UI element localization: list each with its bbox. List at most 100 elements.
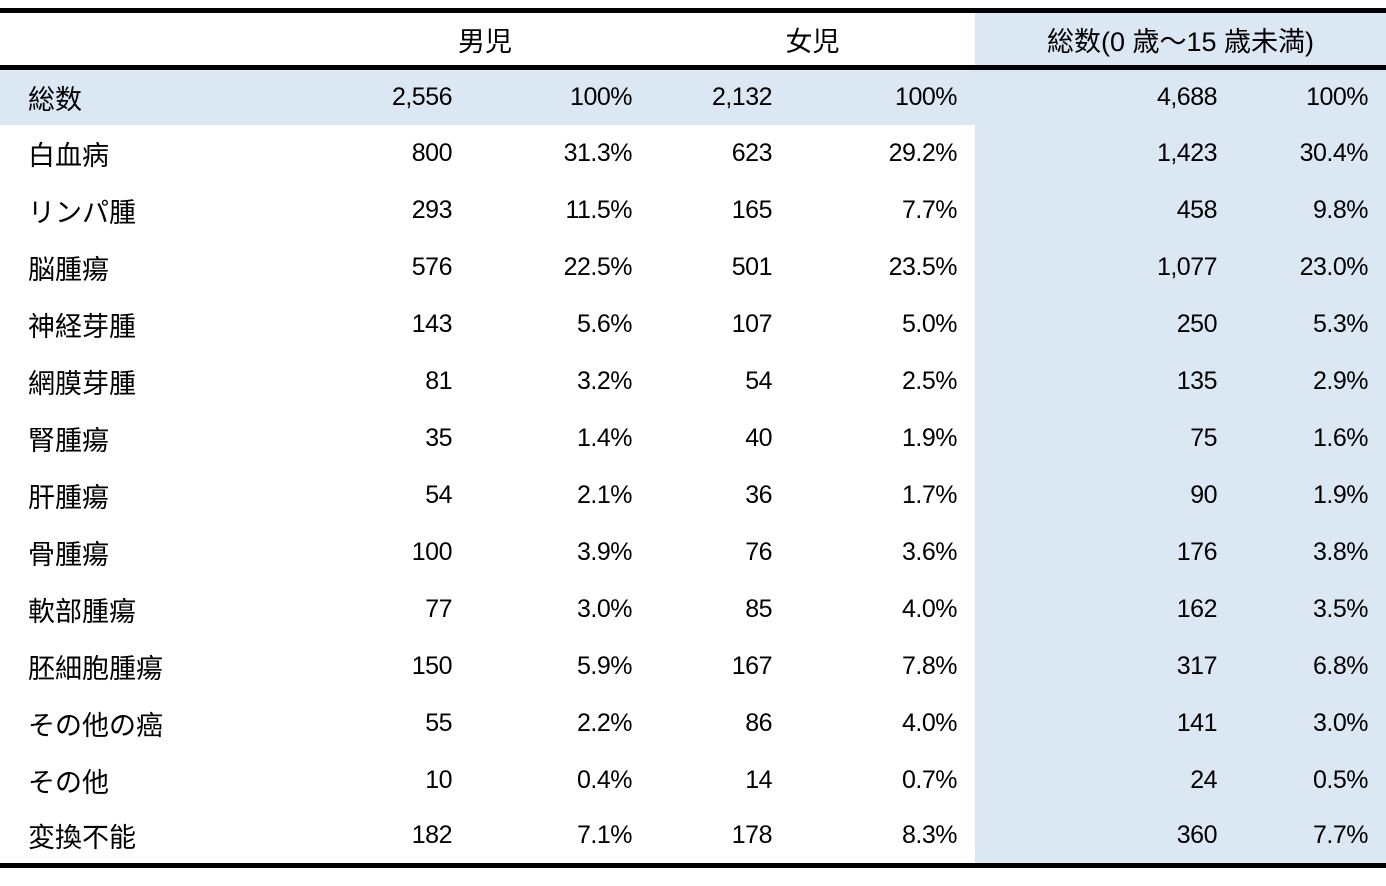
cell-value: 100% xyxy=(1235,67,1386,125)
cell-value: 2.5% xyxy=(902,366,957,395)
cell-value: 1.9% xyxy=(902,423,957,452)
cell-value: 31.3% xyxy=(563,138,633,167)
cell-value: 23.0% xyxy=(1235,238,1386,296)
table-row: 腎腫瘍 35 1.4% 40 1.9% 75 1.6% xyxy=(0,409,1386,467)
cell-value: 100 xyxy=(411,537,453,566)
cell-value: 1.4% xyxy=(577,423,632,452)
table-row: 骨腫瘍 100 3.9% 76 3.6% 176 3.8% xyxy=(0,523,1386,581)
cell-value: 167 xyxy=(731,651,773,680)
row-label: 胚細胞腫瘍 xyxy=(28,653,163,684)
cell-value: 2.2% xyxy=(577,708,632,737)
cell-value: 143 xyxy=(411,309,453,338)
row-label: 脳腫瘍 xyxy=(28,254,109,285)
cell-value: 0.4% xyxy=(577,765,632,794)
cell-value: 86 xyxy=(745,708,772,737)
cell-value: 141 xyxy=(975,694,1235,752)
cell-value: 55 xyxy=(425,708,452,737)
table-row: 肝腫瘍 54 2.1% 36 1.7% 90 1.9% xyxy=(0,466,1386,524)
cell-value: 162 xyxy=(975,580,1235,638)
cell-value: 3.5% xyxy=(1235,580,1386,638)
column-group-boys: 男児 xyxy=(320,10,650,70)
cell-value: 176 xyxy=(975,523,1235,581)
cell-value: 6.8% xyxy=(1235,637,1386,695)
table-row: 軟部腫瘍 77 3.0% 85 4.0% 162 3.5% xyxy=(0,580,1386,638)
column-group-girls: 女児 xyxy=(650,10,975,70)
table-row: 総数 2,556 100% 2,132 100% 4,688 100% xyxy=(0,67,1386,125)
cell-value: 3.2% xyxy=(577,366,632,395)
cell-value: 10 xyxy=(425,765,452,794)
row-label: 軟部腫瘍 xyxy=(28,596,136,627)
cell-value: 458 xyxy=(975,181,1235,239)
cell-value: 293 xyxy=(411,195,453,224)
cell-value: 36 xyxy=(745,480,772,509)
cell-value: 5.6% xyxy=(577,309,632,338)
cell-value: 29.2% xyxy=(888,138,958,167)
cell-value: 2.1% xyxy=(577,480,632,509)
cell-value: 3.8% xyxy=(1235,523,1386,581)
cell-value: 3.9% xyxy=(577,537,632,566)
cell-value: 3.6% xyxy=(902,537,957,566)
row-label: 変換不能 xyxy=(28,823,136,854)
table-row: 変換不能 182 7.1% 178 8.3% 360 7.7% xyxy=(0,808,1386,866)
cell-value: 150 xyxy=(411,651,453,680)
cell-value: 30.4% xyxy=(1235,124,1386,182)
cell-value: 3.0% xyxy=(1235,694,1386,752)
table-row: 白血病 800 31.3% 623 29.2% 1,423 30.4% xyxy=(0,124,1386,182)
row-label: 神経芽腫 xyxy=(28,311,136,342)
cell-value: 100% xyxy=(790,67,975,125)
row-label: 白血病 xyxy=(28,140,109,171)
cell-value: 178 xyxy=(731,821,773,850)
cell-value: 90 xyxy=(975,466,1235,524)
cell-value: 35 xyxy=(425,423,452,452)
cell-value: 5.3% xyxy=(1235,295,1386,353)
cell-value: 40 xyxy=(745,423,772,452)
corner-cell xyxy=(0,10,320,70)
row-label: 腎腫瘍 xyxy=(28,425,109,456)
cell-value: 1.6% xyxy=(1235,409,1386,467)
table-row: 神経芽腫 143 5.6% 107 5.0% 250 5.3% xyxy=(0,295,1386,353)
row-label: 網膜芽腫 xyxy=(28,368,136,399)
cell-value: 7.8% xyxy=(902,651,957,680)
cell-value: 1,423 xyxy=(975,124,1235,182)
cell-value: 4.0% xyxy=(902,594,957,623)
cell-value: 1.7% xyxy=(902,480,957,509)
cell-value: 22.5% xyxy=(563,252,633,281)
cell-value: 7.1% xyxy=(577,821,632,850)
cell-value: 100% xyxy=(470,67,650,125)
row-label: 骨腫瘍 xyxy=(28,539,109,570)
cell-value: 360 xyxy=(975,808,1235,866)
cell-value: 9.8% xyxy=(1235,181,1386,239)
cell-value: 2,132 xyxy=(650,67,790,125)
cell-value: 250 xyxy=(975,295,1235,353)
table-row: 胚細胞腫瘍 150 5.9% 167 7.8% 317 6.8% xyxy=(0,637,1386,695)
cell-value: 75 xyxy=(975,409,1235,467)
cell-value: 5.0% xyxy=(902,309,957,338)
cell-value: 3.0% xyxy=(577,594,632,623)
row-label: その他の癌 xyxy=(28,710,163,741)
cell-value: 24 xyxy=(975,751,1235,809)
table-row: その他の癌 55 2.2% 86 4.0% 141 3.0% xyxy=(0,694,1386,752)
cell-value: 4.0% xyxy=(902,708,957,737)
cell-value: 11.5% xyxy=(565,195,632,224)
table-row: リンパ腫 293 11.5% 165 7.7% 458 9.8% xyxy=(0,181,1386,239)
table-body: 総数 2,556 100% 2,132 100% 4,688 100% 白血病 800 31.3%… xyxy=(0,67,1386,866)
cell-value: 23.5% xyxy=(888,252,958,281)
table-row: 網膜芽腫 81 3.2% 54 2.5% 135 2.9% xyxy=(0,352,1386,410)
cell-value: 85 xyxy=(745,594,772,623)
cell-value: 107 xyxy=(731,309,773,338)
cell-value: 81 xyxy=(425,366,452,395)
cell-value: 576 xyxy=(411,252,453,281)
cell-value: 7.7% xyxy=(902,195,957,224)
cell-value: 317 xyxy=(975,637,1235,695)
cell-value: 135 xyxy=(975,352,1235,410)
cell-value: 501 xyxy=(731,252,773,281)
table-row: その他 10 0.4% 14 0.7% 24 0.5% xyxy=(0,751,1386,809)
cell-value: 7.7% xyxy=(1235,808,1386,866)
cell-value: 54 xyxy=(745,366,772,395)
cancer-stats-table: 男児 女児 総数(0 歳～15 歳未満) 総数 2,556 100% 2,132 100… xyxy=(0,8,1386,868)
row-label: 総数 xyxy=(0,67,320,125)
cell-value: 623 xyxy=(731,138,773,167)
cell-value: 0.7% xyxy=(902,765,957,794)
cell-value: 8.3% xyxy=(902,821,957,850)
